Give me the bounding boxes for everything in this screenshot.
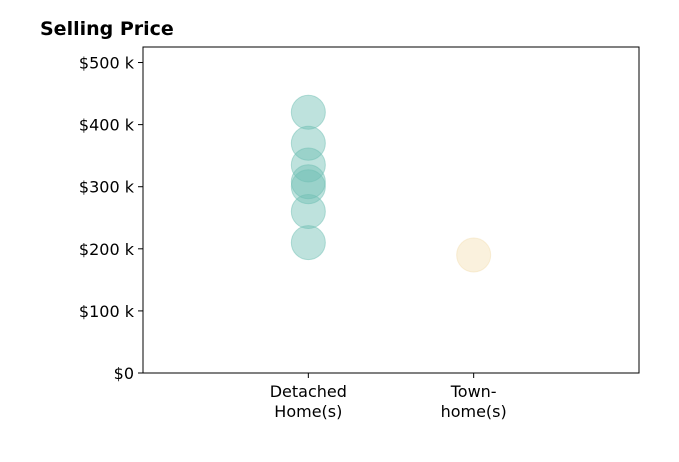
y-axis: $0 $100 k $200 k $300 k $400 k $500 k (79, 54, 143, 383)
x-tick-label: Town-home(s) (441, 382, 507, 421)
x-tick-label: Detached Home(s) (270, 382, 347, 421)
data-point (456, 237, 492, 273)
data-points (290, 94, 492, 273)
x-tick-label-line: Detached (270, 382, 347, 401)
plot-frame (142, 46, 640, 374)
x-tick-label-line: Town- (450, 382, 497, 401)
y-tick-label: $500 k (79, 54, 135, 73)
y-tick-label: $200 k (79, 240, 135, 259)
y-tick-label: $0 (114, 364, 134, 383)
x-axis: Detached Home(s) Town-home(s) (270, 373, 507, 421)
y-tick-label: $100 k (79, 302, 135, 321)
data-point (290, 164, 326, 200)
x-tick-label-line: Home(s) (274, 402, 342, 421)
y-tick-label: $400 k (79, 116, 135, 135)
chart-title: Selling Price (40, 18, 174, 40)
data-point (290, 225, 326, 261)
data-point (290, 169, 326, 205)
data-point (290, 94, 326, 130)
x-tick-label-line: home(s) (441, 402, 507, 421)
data-point (290, 194, 326, 230)
data-point (290, 125, 326, 161)
y-tick-label: $300 k (79, 178, 135, 197)
